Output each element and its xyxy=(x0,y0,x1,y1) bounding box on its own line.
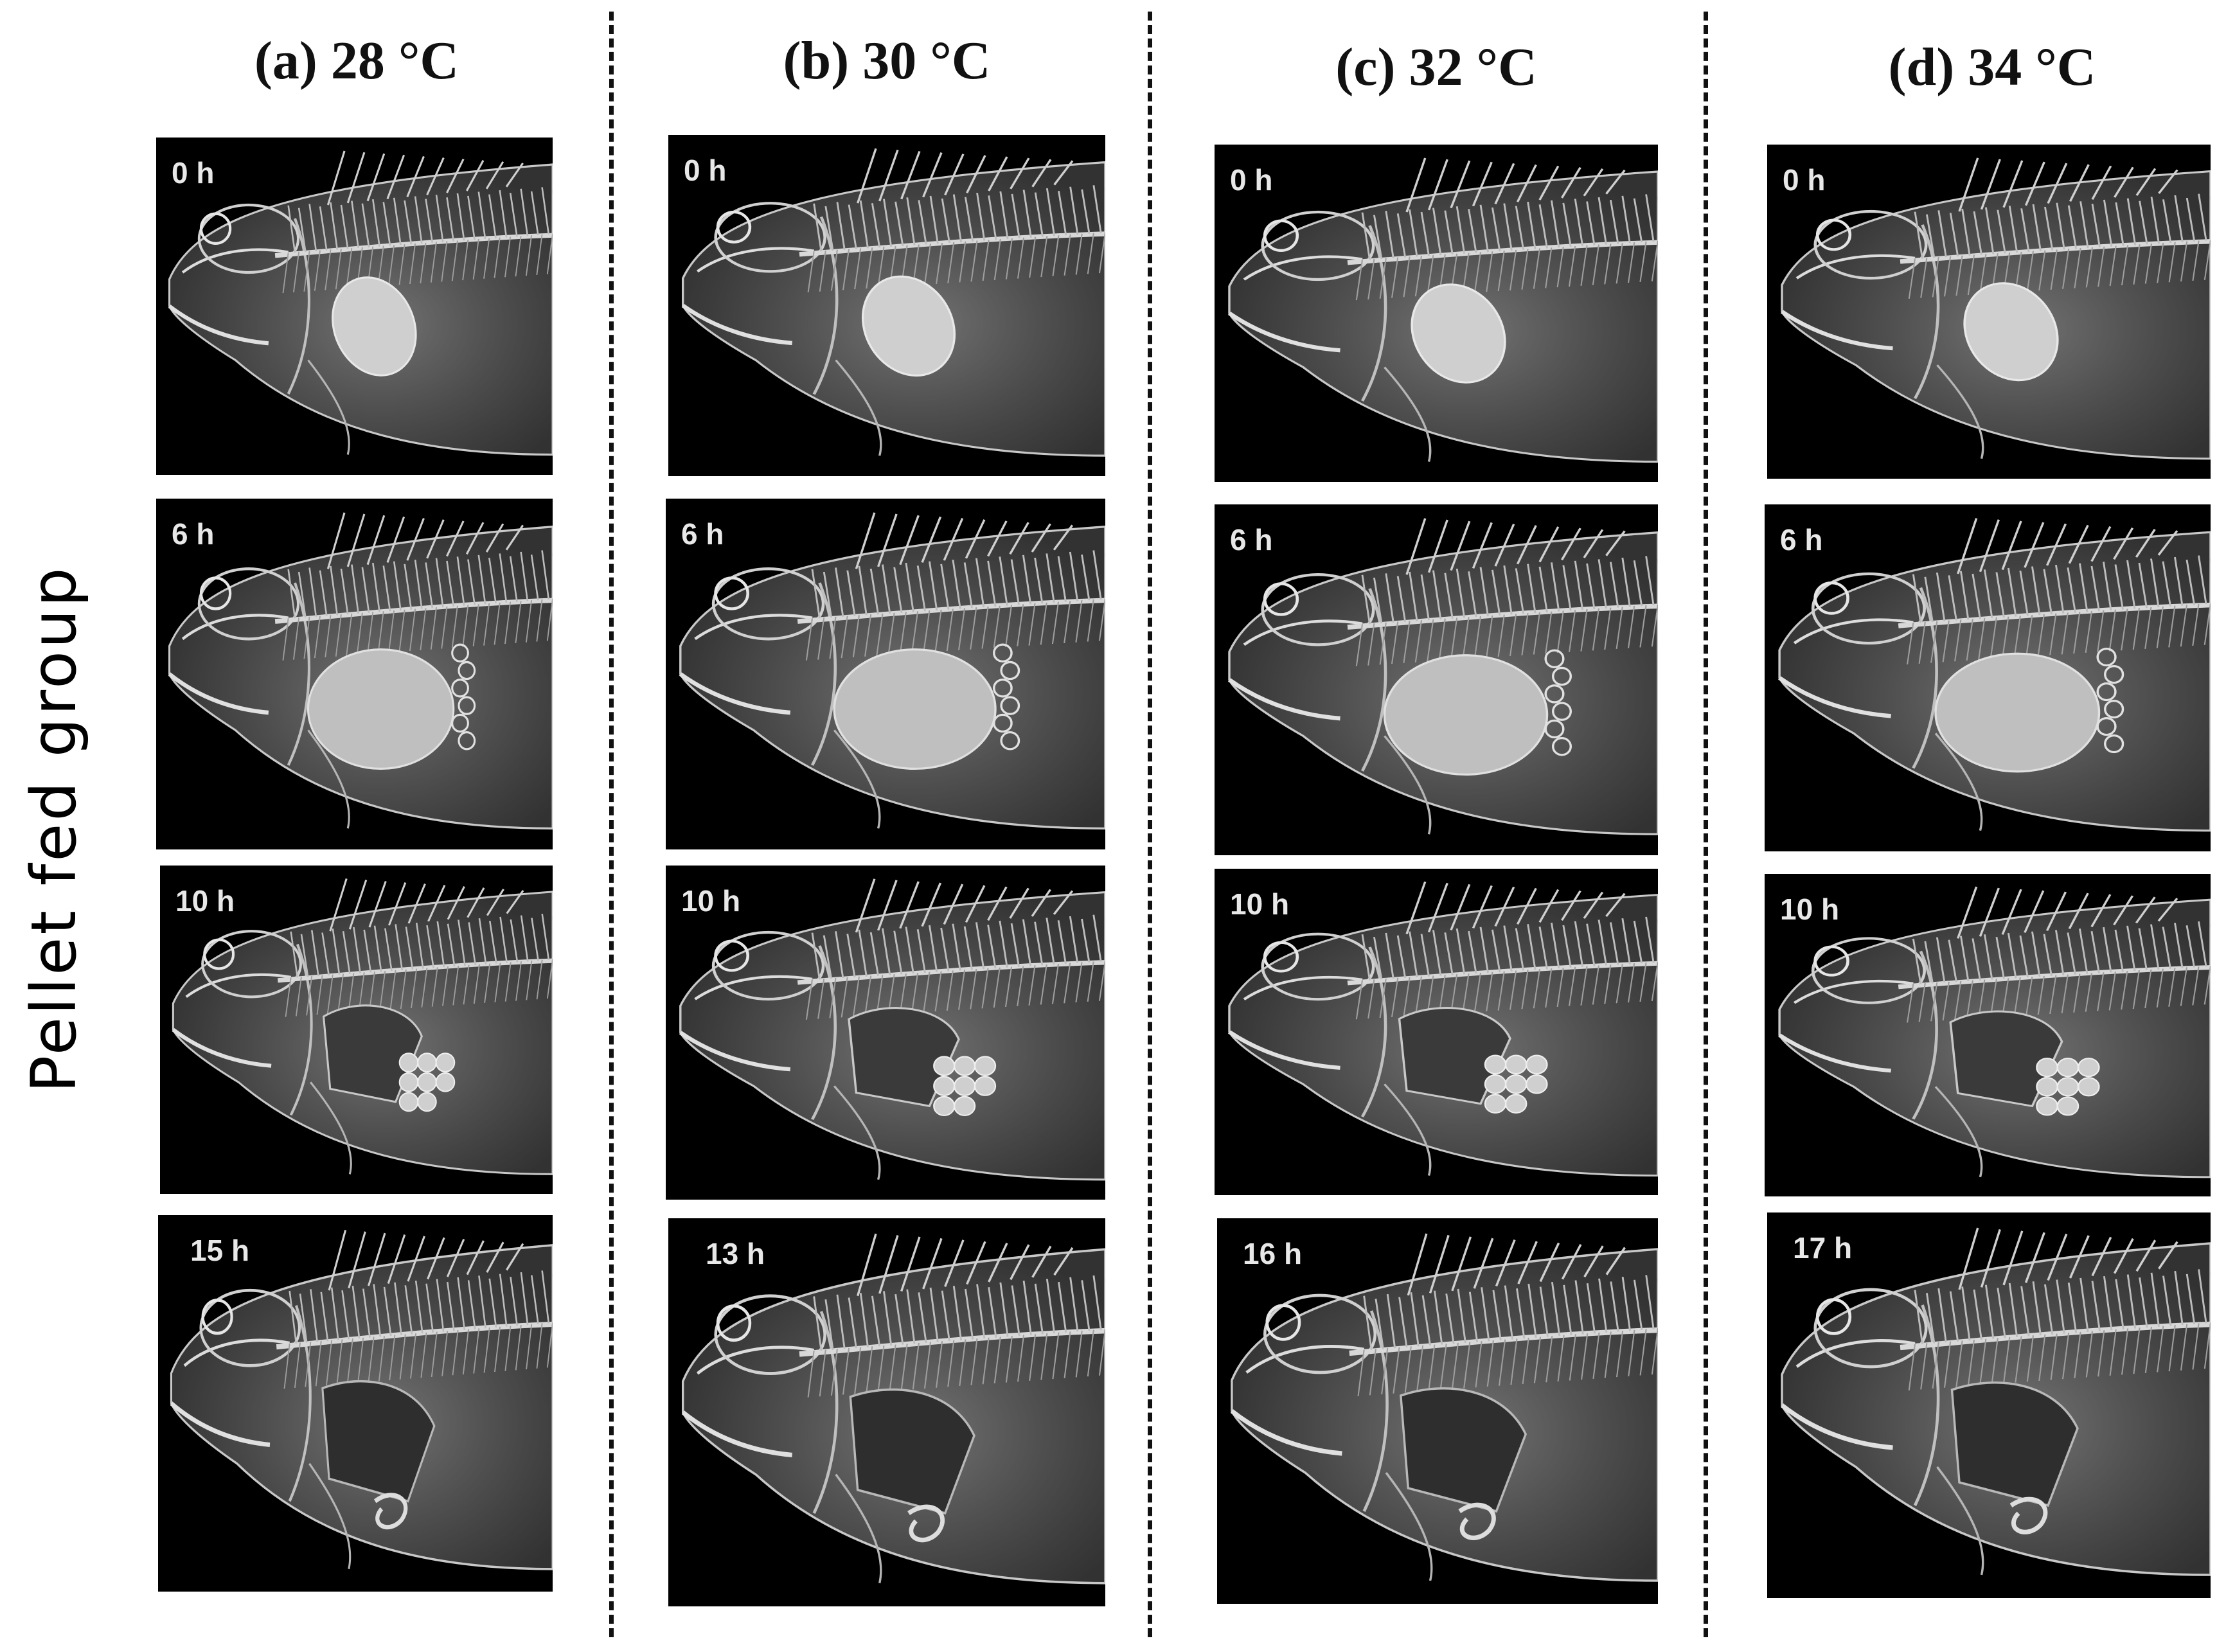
time-label: 0 h xyxy=(684,154,727,187)
fish-xray-image xyxy=(1780,157,2211,460)
fish-xray-image xyxy=(681,148,1105,457)
xray-panel: 10 h xyxy=(666,866,1105,1200)
time-label: 17 h xyxy=(1793,1231,1853,1265)
xray-panel: 17 h xyxy=(1767,1212,2211,1598)
fish-xray-image xyxy=(679,512,1105,830)
xray-panel: 6 h xyxy=(1765,504,2211,851)
column-title-c: (c) 32 °C xyxy=(1335,37,1537,97)
xray-panel: 15 h xyxy=(158,1215,553,1592)
fish-xray-image xyxy=(1227,518,1658,835)
column-title-b: (b) 30 °C xyxy=(783,31,991,91)
fish-xray-image xyxy=(168,150,553,456)
xray-panel: 10 h xyxy=(1765,874,2211,1196)
xray-panel: 6 h xyxy=(1215,504,1658,855)
fish-xray-image xyxy=(1778,886,2211,1178)
time-label: 0 h xyxy=(1783,163,1826,197)
fish-xray-image xyxy=(170,1229,553,1570)
fish-xray-image xyxy=(1780,1227,2211,1576)
time-label: 10 h xyxy=(1230,887,1290,921)
column-divider xyxy=(1148,12,1152,1637)
xray-panel: 6 h xyxy=(666,499,1105,849)
time-label: 0 h xyxy=(172,156,215,190)
time-label: 6 h xyxy=(1780,523,1823,556)
fish-xray-image xyxy=(172,878,553,1175)
time-label: 0 h xyxy=(1230,163,1273,197)
xray-panel: 10 h xyxy=(160,866,553,1194)
fish-xray-image xyxy=(681,1233,1105,1585)
time-label: 10 h xyxy=(1780,893,1840,926)
fish-xray-image xyxy=(1227,881,1658,1177)
time-label: 6 h xyxy=(172,517,215,551)
xray-panel: 10 h xyxy=(1215,869,1658,1195)
xray-panel: 6 h xyxy=(156,499,553,849)
time-label: 15 h xyxy=(190,1234,250,1267)
fish-xray-image xyxy=(679,878,1105,1181)
column-title-d: (d) 34 °C xyxy=(1888,37,2096,97)
time-label: 6 h xyxy=(681,517,724,551)
fish-xray-image xyxy=(1227,157,1658,463)
xray-panel: 0 h xyxy=(156,138,553,475)
fish-xray-image xyxy=(168,512,553,830)
time-label: 13 h xyxy=(706,1237,765,1270)
time-label: 6 h xyxy=(1230,523,1273,556)
column-divider xyxy=(609,12,614,1637)
fish-xray-image xyxy=(1230,1233,1658,1582)
time-label: 10 h xyxy=(681,884,741,918)
column-title-a: (a) 28 °C xyxy=(254,31,459,91)
row-label-text: Pellet fed group xyxy=(18,565,90,1093)
fish-xray-image xyxy=(1778,518,2211,832)
time-label: 10 h xyxy=(175,884,235,918)
xray-panel: 0 h xyxy=(668,135,1105,476)
column-divider xyxy=(1704,12,1708,1637)
xray-panel: 0 h xyxy=(1767,145,2211,479)
xray-panel: 13 h xyxy=(668,1218,1105,1606)
time-label: 16 h xyxy=(1243,1237,1303,1270)
xray-panel: 16 h xyxy=(1217,1218,1658,1604)
xray-panel: 0 h xyxy=(1215,145,1658,482)
